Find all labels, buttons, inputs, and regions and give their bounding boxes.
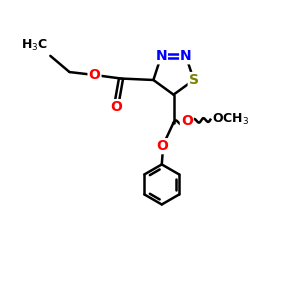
Text: H$_3$C: H$_3$C [21,38,48,53]
Text: O: O [111,100,122,114]
Text: O: O [156,139,168,153]
Text: S: S [189,73,199,87]
Text: N: N [180,49,192,63]
Text: O: O [181,114,193,128]
Text: O: O [88,68,101,82]
Text: N: N [155,49,167,63]
Text: OCH$_3$: OCH$_3$ [212,112,249,127]
